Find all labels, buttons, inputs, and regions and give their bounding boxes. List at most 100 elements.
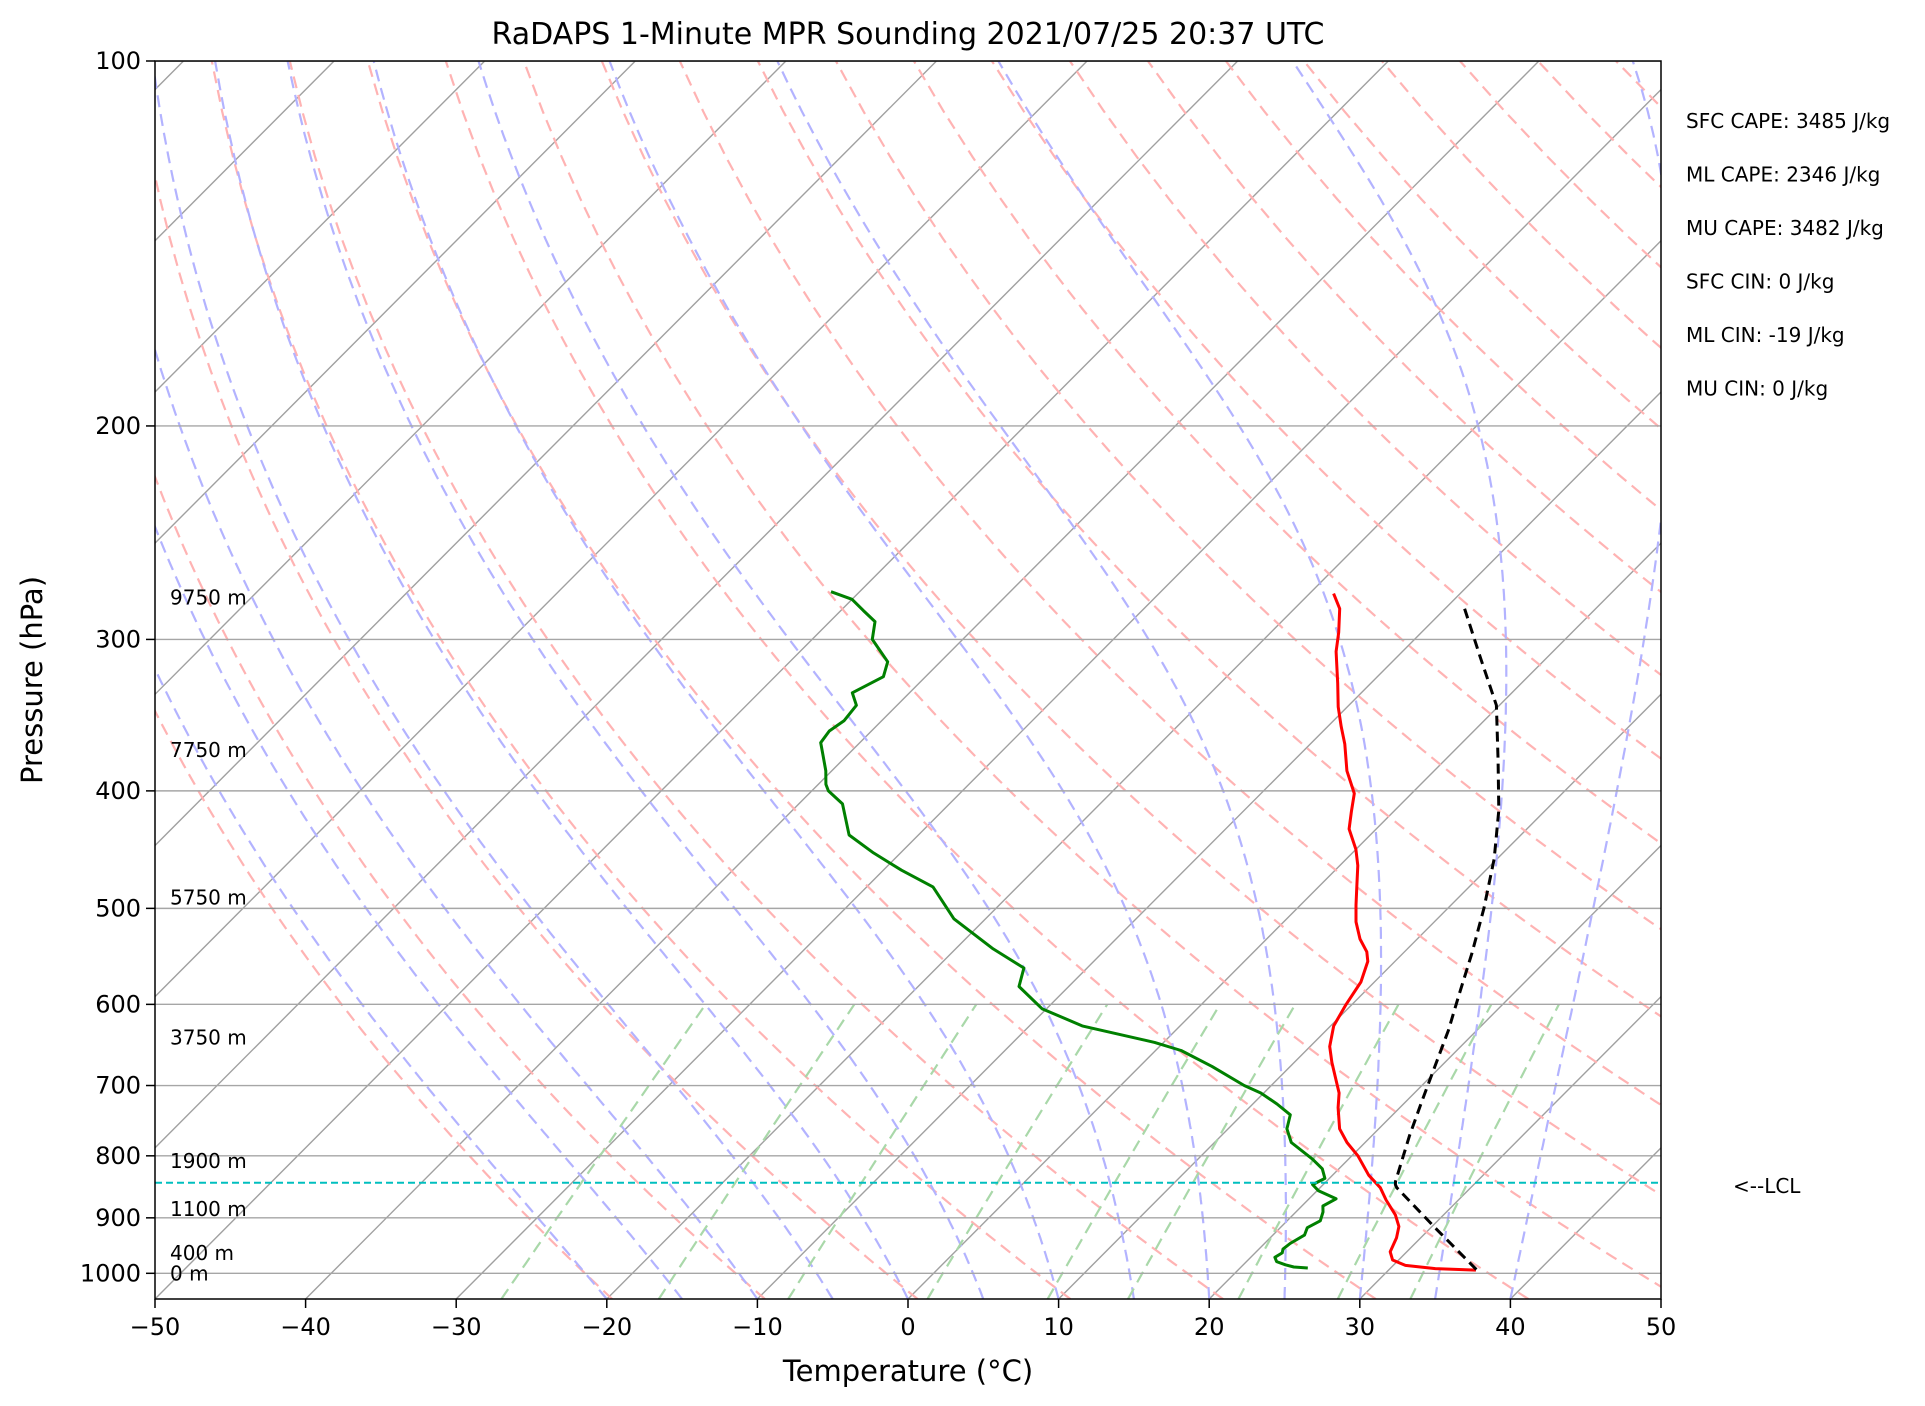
height-label: 3750 m bbox=[170, 1026, 247, 1050]
isotherm-line bbox=[455, 88, 1661, 1299]
x-axis-ticks: −50 −40 −30 −20 −10 0 10 20 30 40 50 bbox=[130, 1299, 1677, 1341]
mixing-ratio-line bbox=[500, 1003, 707, 1299]
plot-frame bbox=[154, 60, 1662, 1300]
lcl-label: <--LCL bbox=[1733, 1174, 1801, 1198]
height-label: 9750 m bbox=[170, 585, 247, 609]
cape-cin-annotation: SFC CIN: 0 J/kg bbox=[1686, 270, 1834, 294]
dry-adiabat-line bbox=[1303, 61, 1661, 431]
dry-adiabat-line bbox=[990, 61, 1661, 761]
isotherm-line bbox=[305, 61, 1540, 1299]
mixing-ratio-line bbox=[787, 1003, 978, 1299]
mixing-ratio-line bbox=[657, 1003, 856, 1299]
dry-adiabat-line bbox=[1537, 61, 1661, 189]
x-tick-label: −30 bbox=[431, 1313, 482, 1341]
dry-adiabat-line bbox=[155, 473, 766, 1299]
dry-adiabat-line bbox=[1225, 61, 1661, 512]
x-tick-label: 30 bbox=[1345, 1313, 1376, 1341]
height-label: 0 m bbox=[170, 1261, 209, 1285]
dry-adiabat-line bbox=[522, 61, 1661, 1289]
y-tick-label: 800 bbox=[95, 1142, 141, 1170]
y-tick-label: 600 bbox=[95, 990, 141, 1018]
chart-title: RaDAPS 1-Minute MPR Sounding 2021/07/25 … bbox=[492, 17, 1325, 52]
moist-adiabat-line bbox=[155, 666, 608, 1299]
dry-adiabat-line bbox=[288, 61, 1224, 1299]
dry-adiabat-line bbox=[1772, 61, 1925, 1299]
mixing-ratio-line bbox=[1046, 1003, 1221, 1299]
y-axis-ticks: 1000 900 800 700 600 500 400 300 200 100 bbox=[80, 47, 155, 1287]
dry-adiabat-line bbox=[912, 61, 1661, 845]
sounding-traces bbox=[155, 590, 1661, 1272]
dry-adiabat-line bbox=[1615, 61, 1661, 109]
moist-adiabat-line bbox=[477, 61, 1135, 1299]
isotherm-line bbox=[155, 61, 335, 242]
moist-adiabat-line bbox=[155, 523, 683, 1299]
dry-adiabat-line bbox=[678, 61, 1661, 1107]
x-tick-label: −20 bbox=[581, 1313, 632, 1341]
y-axis-label: Pressure (hPa) bbox=[15, 576, 49, 784]
isotherm-line bbox=[1058, 693, 1661, 1299]
x-tick-label: 10 bbox=[1043, 1313, 1074, 1341]
x-tick-label: 20 bbox=[1194, 1313, 1225, 1341]
x-tick-label: 50 bbox=[1646, 1313, 1677, 1341]
dry-adiabat-line bbox=[1459, 61, 1661, 269]
dry-adiabat-line bbox=[155, 170, 919, 1299]
dry-adiabat-line bbox=[444, 61, 1530, 1299]
isotherm-line bbox=[155, 61, 1239, 1149]
cape-cin-annotation: ML CAPE: 2346 J/kg bbox=[1686, 163, 1880, 187]
height-label: 5750 m bbox=[170, 886, 247, 910]
pressure-grid bbox=[155, 61, 1661, 1275]
isotherm-line bbox=[155, 61, 486, 393]
y-tick-label: 200 bbox=[95, 412, 141, 440]
dry-adiabat-line bbox=[1068, 61, 1661, 677]
isotherm-line bbox=[155, 61, 937, 847]
mixing-ratio-line bbox=[926, 1003, 1109, 1299]
x-tick-label: −50 bbox=[130, 1313, 181, 1341]
cape-cin-annotation: MU CIN: 0 J/kg bbox=[1686, 377, 1828, 401]
height-label: 1100 m bbox=[170, 1197, 247, 1221]
mixing-ratio-line bbox=[1237, 1003, 1400, 1299]
dry-adiabat-line bbox=[210, 61, 1072, 1299]
moist-adiabat-line bbox=[286, 61, 985, 1299]
isotherm-line bbox=[155, 61, 787, 696]
height-label: 400 m bbox=[170, 1241, 234, 1265]
parcel-trace bbox=[1393, 608, 1501, 1271]
isotherm-line bbox=[756, 390, 1661, 1299]
isotherm-line bbox=[1509, 1146, 1661, 1299]
moist-adiabat-line bbox=[608, 61, 1211, 1299]
background-lines bbox=[155, 61, 1925, 1299]
dry-adiabat-line bbox=[834, 61, 1661, 931]
isotherm-line bbox=[907, 542, 1661, 1299]
x-axis-label: Temperature (°C) bbox=[782, 1354, 1033, 1388]
x-tick-label: 40 bbox=[1495, 1313, 1526, 1341]
y-tick-label: 700 bbox=[95, 1072, 141, 1100]
isotherm-line bbox=[1660, 1298, 1661, 1299]
moist-adiabat-line bbox=[776, 61, 1287, 1299]
dewpoint-trace bbox=[819, 590, 1338, 1270]
cape-cin-annotations: SFC CAPE: 3485 J/kg ML CAPE: 2346 J/kg MU … bbox=[1686, 109, 1890, 401]
y-tick-label: 500 bbox=[95, 894, 141, 922]
mixing-ratio-line bbox=[1336, 1003, 1493, 1299]
height-labels: 9750 m 7750 m 5750 m 3750 m 1900 m 1100 m 400 … bbox=[170, 585, 247, 1285]
dry-adiabat-line bbox=[600, 61, 1661, 1197]
cape-cin-annotation: MU CAPE: 3482 J/kg bbox=[1686, 216, 1884, 240]
moist-adiabat-line bbox=[214, 61, 909, 1299]
cape-cin-annotation: SFC CAPE: 3485 J/kg bbox=[1686, 109, 1890, 133]
cape-cin-annotation: ML CIN: -19 J/kg bbox=[1686, 323, 1845, 347]
isotherm-line bbox=[606, 239, 1661, 1299]
dry-adiabat-line bbox=[1147, 61, 1661, 594]
x-tick-label: −40 bbox=[280, 1313, 331, 1341]
y-tick-label: 300 bbox=[95, 625, 141, 653]
x-tick-label: 0 bbox=[900, 1313, 915, 1341]
isotherm-line bbox=[155, 61, 636, 545]
isotherm-line bbox=[155, 61, 1389, 1299]
dry-adiabat-line bbox=[366, 61, 1377, 1299]
dry-adiabat-line bbox=[756, 61, 1661, 1018]
isotherm-line bbox=[1359, 995, 1661, 1299]
mixing-ratio-line bbox=[1127, 1003, 1297, 1299]
x-tick-label: −10 bbox=[732, 1313, 783, 1341]
isotherm-line bbox=[1208, 844, 1661, 1299]
height-label: 7750 m bbox=[170, 738, 247, 762]
y-tick-label: 400 bbox=[95, 777, 141, 805]
isotherm-line bbox=[155, 61, 1088, 998]
